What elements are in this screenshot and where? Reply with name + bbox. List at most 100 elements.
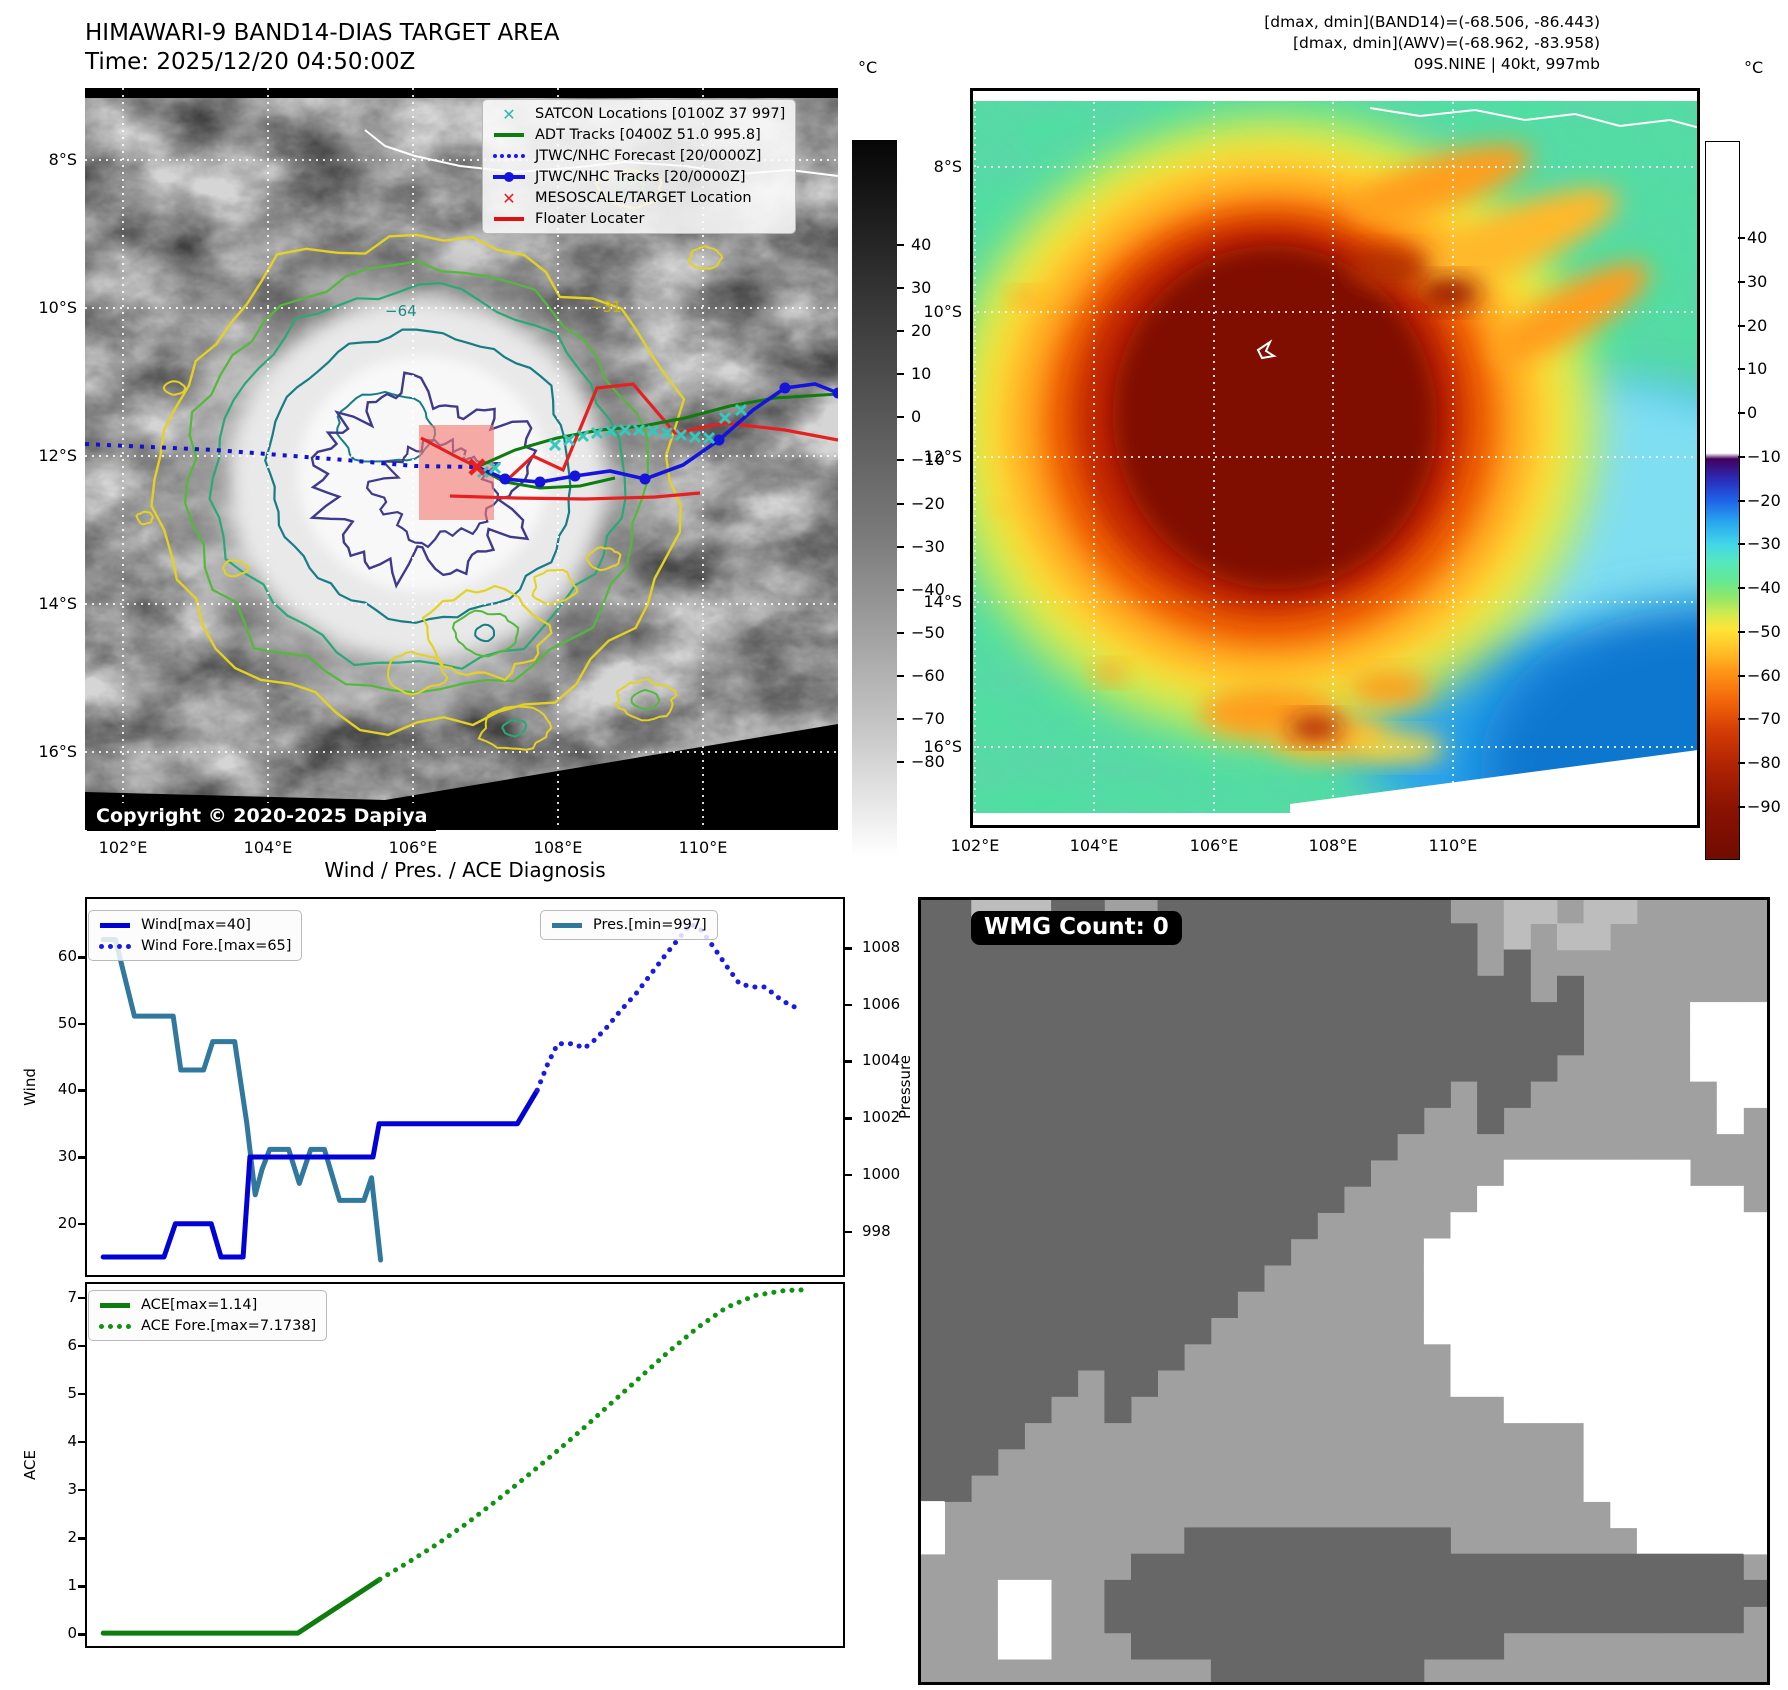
band14-colorbar-tick: 0 xyxy=(911,407,922,427)
tick-mark xyxy=(897,330,904,333)
tick-mark xyxy=(78,1089,85,1092)
awv-x-tick: 110°E xyxy=(1428,836,1478,855)
tick-mark xyxy=(78,1296,85,1300)
ace-y-tick: 3 xyxy=(67,1479,77,1498)
satcon-location-marker xyxy=(688,430,702,444)
legend-item-label: JTWC/NHC Tracks [20/0000Z] xyxy=(535,169,746,185)
satcon-location-marker xyxy=(718,411,732,425)
tick-mark xyxy=(1738,762,1745,765)
pressure-y-tick: 998 xyxy=(862,1221,891,1240)
tick-mark xyxy=(78,1392,85,1396)
awv-x-tick: 102°E xyxy=(950,836,1000,855)
awv-y-tick: 8°S xyxy=(933,157,962,176)
legend-marker-icon xyxy=(99,1323,131,1329)
awv-colorbar-tick: 30 xyxy=(1747,271,1768,291)
copyright-badge: Copyright © 2020-2025 Dapiya xyxy=(87,803,437,831)
awv-map-image xyxy=(970,88,1701,828)
awv-colorbar-tick: 20 xyxy=(1747,315,1768,335)
ace-chart xyxy=(85,1282,845,1648)
awv-y-tick: 10°S xyxy=(923,302,962,321)
legend-item: ACE Fore.[max=7.1738] xyxy=(97,1318,316,1334)
ace-axis-label: ACE xyxy=(21,1450,39,1480)
legend-item: Wind[max=40] xyxy=(97,917,291,933)
series-wind xyxy=(100,1087,540,1260)
awv-x-tick: 106°E xyxy=(1189,836,1239,855)
pressure-y-tick: 1000 xyxy=(862,1164,901,1183)
cyan-x-icon: ✕ xyxy=(491,105,527,124)
pressure-y-tick: 1002 xyxy=(862,1108,901,1127)
legend-item: Pres.[min=997] xyxy=(549,917,707,933)
wind-y-tick: 30 xyxy=(57,1147,77,1165)
awv-colorbar-tick: 10 xyxy=(1747,359,1768,379)
satcon-location-marker xyxy=(548,438,562,452)
tick-mark xyxy=(897,631,904,634)
tick-mark xyxy=(78,1156,85,1159)
tick-mark xyxy=(1738,455,1745,458)
header-stats: [dmax, dmin](BAND14)=(-68.506, -86.443) … xyxy=(1100,12,1600,75)
tick-mark xyxy=(897,674,904,677)
tick-mark xyxy=(78,1440,85,1444)
tick-mark xyxy=(845,1230,852,1234)
wind-y-tick: 60 xyxy=(57,947,77,965)
awv-satellite-map xyxy=(970,88,1701,828)
blue-line-dot-icon xyxy=(491,169,527,185)
storm-id-intensity: 09S.NINE | 40kt, 997mb xyxy=(1413,55,1600,73)
wind-dotted-icon xyxy=(97,938,133,954)
green-line-icon xyxy=(491,127,527,143)
jtwc-track-point xyxy=(779,382,791,394)
tick-mark xyxy=(1738,412,1745,415)
legend-marker-icon xyxy=(99,943,131,949)
legend-marker-icon xyxy=(493,154,525,158)
jtwc-track-point xyxy=(713,434,725,446)
satcon-location-marker xyxy=(632,423,646,437)
band14-colorbar-tick: −10 xyxy=(911,450,945,470)
dmax-dmin-band14: [dmax, dmin](BAND14)=(-68.506, -86.443) xyxy=(1264,13,1600,31)
legend-item-label: Pres.[min=997] xyxy=(593,917,707,933)
series-pres- xyxy=(100,937,384,1263)
legend-item-label: ADT Tracks [0400Z 51.0 995.8] xyxy=(535,127,761,143)
contour-label: −64 xyxy=(385,302,417,320)
legend-item-label: SATCON Locations [0100Z 37 997] xyxy=(535,106,786,122)
legend-item-label: Floater Locater xyxy=(535,211,645,227)
ace-y-tick: 5 xyxy=(67,1383,77,1402)
series-ace xyxy=(100,1576,383,1636)
pressure-legend: Pres.[min=997] xyxy=(540,910,718,940)
legend-marker-icon xyxy=(100,922,130,928)
awv-colorbar-tick: 40 xyxy=(1747,228,1768,247)
legend-item-label: JTWC/NHC Forecast [20/0000Z] xyxy=(535,148,762,164)
tick-mark xyxy=(897,761,904,763)
tick-mark xyxy=(78,1537,85,1540)
band14-y-tick: 12°S xyxy=(38,446,77,465)
wmg-count-badge: WMG Count: 0 xyxy=(971,911,1182,945)
awv-colorbar xyxy=(1705,141,1740,860)
awv-y-tick: 12°S xyxy=(923,447,962,466)
awv-colorbar-tick: −10 xyxy=(1747,446,1781,466)
tick-mark xyxy=(1738,587,1745,590)
tick-mark xyxy=(897,588,904,591)
band14-colorbar-tick: −20 xyxy=(911,493,945,513)
dmax-dmin-awv: [dmax, dmin](AWV)=(-68.962, -83.958) xyxy=(1293,34,1600,52)
wind-axis-label: Wind xyxy=(21,1068,39,1106)
satcon-location-marker xyxy=(660,426,674,440)
awv-colorbar-tick: −90 xyxy=(1747,797,1781,816)
tick-mark xyxy=(897,502,904,505)
ace-y-tick: 6 xyxy=(67,1335,77,1354)
contour-label: −31 xyxy=(590,298,622,316)
jtwc-track-point xyxy=(534,476,546,488)
page-title: HIMAWARI-9 BAND14-DIAS TARGET AREA xyxy=(85,20,560,46)
ace-y-tick: 4 xyxy=(67,1431,77,1450)
wind-y-tick: 20 xyxy=(57,1213,77,1232)
legend-marker-icon xyxy=(100,1302,130,1308)
band14-x-tick: 104°E xyxy=(243,838,293,857)
awv-colorbar-unit: °C xyxy=(1744,58,1764,77)
tick-mark xyxy=(1738,237,1745,239)
tick-mark xyxy=(897,287,904,290)
tick-mark xyxy=(1738,674,1745,677)
band14-colorbar-tick: −60 xyxy=(911,665,945,685)
legend-item: ADT Tracks [0400Z 51.0 995.8] xyxy=(491,127,785,143)
tick-mark xyxy=(897,459,904,462)
band14-colorbar-tick: −40 xyxy=(911,579,945,599)
tick-mark xyxy=(897,717,904,720)
satcon-location-marker xyxy=(590,426,604,440)
